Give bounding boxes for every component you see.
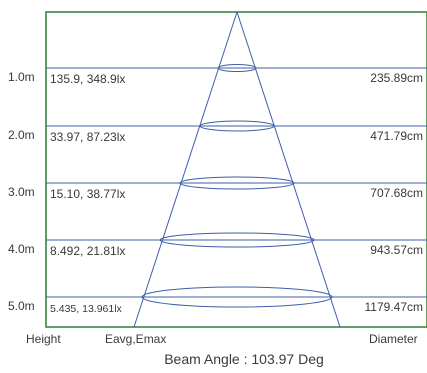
height-column-label: Height (26, 332, 61, 346)
illuminance-label: 5.435, 13.961lx (50, 303, 123, 315)
height-label: 1.0m (8, 70, 35, 84)
eavg-emax-column-label: Eavg,Emax (105, 332, 166, 346)
illuminance-label: 8.492, 21.81lx (50, 244, 125, 258)
diameter-column-label: Diameter (369, 332, 418, 346)
cone-right-edge (236, 11, 341, 328)
diagram-frame (45, 11, 427, 328)
height-label: 5.0m (8, 299, 35, 313)
distance-row: 1.0m 135.9, 348.9lx 235.89cm (8, 64, 427, 86)
distance-row: 4.0m 8.492, 21.81lx 943.57cm (8, 232, 427, 258)
cone-left-edge (133, 11, 238, 328)
beam-spot-ellipse (159, 232, 315, 248)
height-label: 2.0m (8, 128, 35, 142)
illuminance-label: 15.10, 38.77lx (50, 187, 125, 201)
distance-row: 3.0m 15.10, 38.77lx 707.68cm (8, 176, 427, 201)
diameter-label: 707.68cm (370, 186, 423, 200)
illuminance-label: 135.9, 348.9lx (50, 72, 125, 86)
height-label: 3.0m (8, 185, 35, 199)
beam-spot-ellipse (141, 286, 333, 308)
illuminance-label: 33.97, 87.23lx (50, 130, 125, 144)
beam-spot-ellipse (179, 176, 295, 190)
beam-angle-caption: Beam Angle : 103.97 Deg (164, 351, 324, 367)
diameter-label: 943.57cm (370, 243, 423, 257)
beam-spot-ellipse (199, 120, 275, 132)
diameter-label: 1179.47cm (365, 300, 423, 314)
distance-row: 2.0m 33.97, 87.23lx 471.79cm (8, 120, 427, 144)
distance-row: 5.0m 5.435, 13.961lx 1179.47cm (8, 286, 427, 315)
beam-spot-ellipse (217, 64, 257, 72)
distance-rows: 1.0m 135.9, 348.9lx 235.89cm 2.0m 33.97, 87.… (8, 64, 427, 315)
diameter-label: 235.89cm (370, 71, 423, 85)
diameter-label: 471.79cm (370, 129, 423, 143)
height-label: 4.0m (8, 242, 35, 256)
beam-cone (133, 11, 341, 328)
